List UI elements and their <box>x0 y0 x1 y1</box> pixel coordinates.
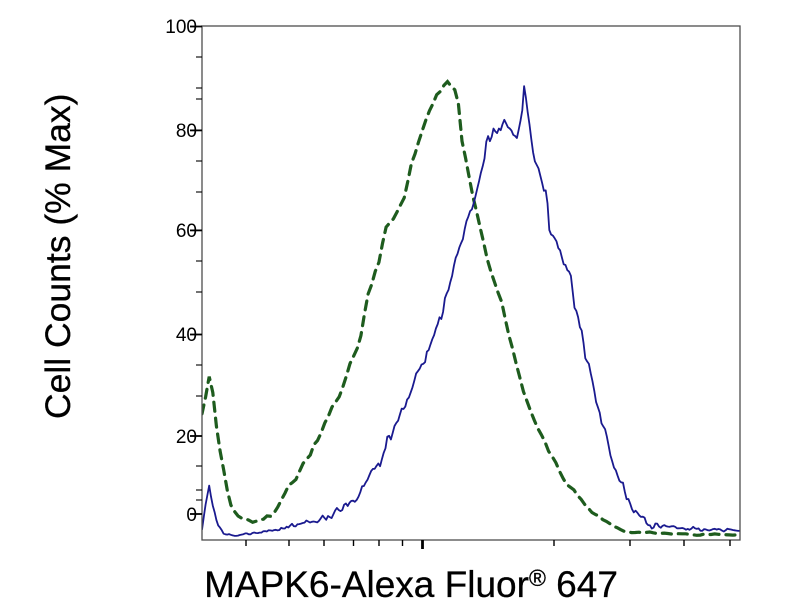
svg-text:20: 20 <box>176 427 197 448</box>
svg-text:40: 40 <box>176 325 197 346</box>
svg-text:100: 100 <box>165 17 197 38</box>
svg-text:Cell Counts (% Max): Cell Counts (% Max) <box>38 94 78 420</box>
svg-text:MAPK6-Alexa Fluor® 647: MAPK6-Alexa Fluor® 647 <box>204 564 618 600</box>
svg-text:80: 80 <box>176 121 197 142</box>
svg-text:60: 60 <box>176 221 197 242</box>
svg-text:0: 0 <box>186 505 197 526</box>
